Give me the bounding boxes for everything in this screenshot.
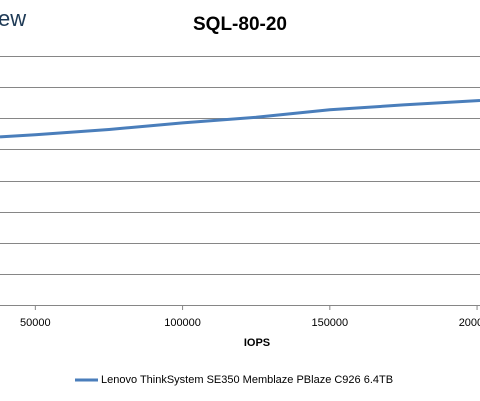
chart-title: SQL-80-20 [193, 14, 287, 35]
logo: ew [0, 6, 26, 31]
data-line [0, 99, 480, 139]
x-tick-label: 200000 [459, 317, 480, 329]
legend-label: Lenovo ThinkSystem SE350 Memblaze PBlaze… [101, 374, 393, 386]
x-axis-label: IOPS [244, 337, 270, 349]
x-tick-label: 150000 [311, 317, 348, 329]
x-tick-label: 100000 [164, 317, 201, 329]
x-tick-label: 50000 [20, 317, 51, 329]
